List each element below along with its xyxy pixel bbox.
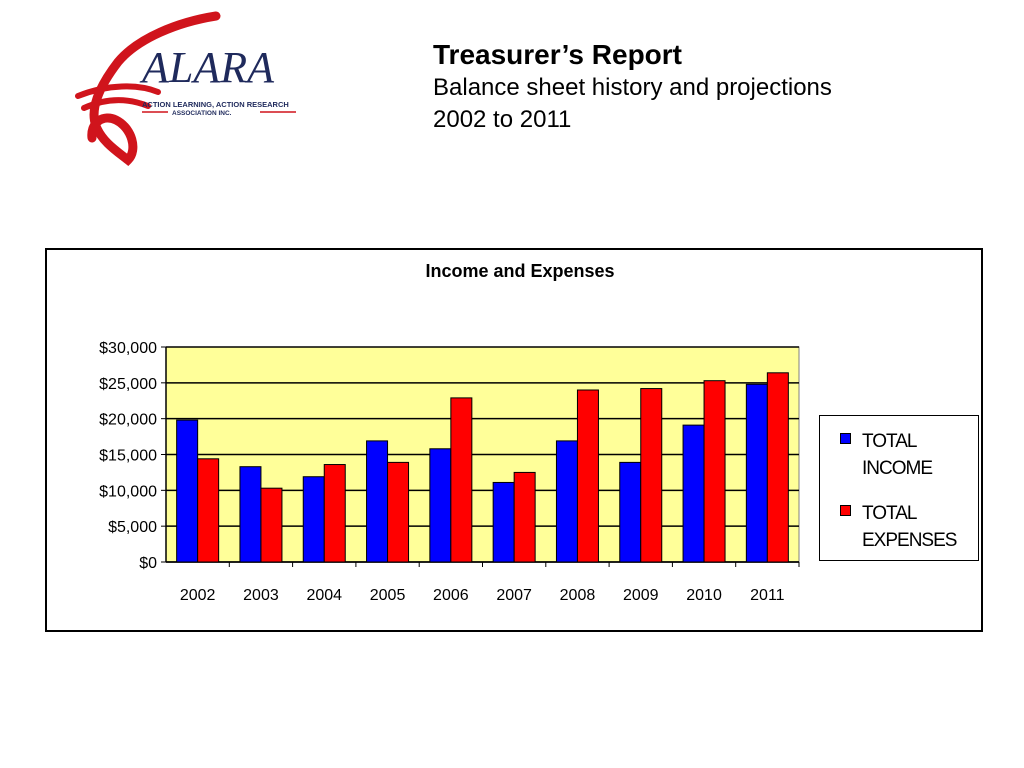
y-tick-label: $20,000 <box>99 412 157 429</box>
x-tick-label: 2006 <box>433 587 469 604</box>
bar-expenses-2011 <box>766 372 789 563</box>
bar-income-2004 <box>302 476 325 563</box>
logo-wordmark: ALARA <box>139 43 275 92</box>
legend-label-income: TOTAL INCOME <box>862 428 972 482</box>
bar-expenses-2008 <box>576 389 599 563</box>
bar-expenses-2005 <box>387 461 410 563</box>
legend-label-expenses-line1: TOTAL <box>862 503 917 524</box>
y-tick-label: $10,000 <box>99 483 157 500</box>
bar-expenses-2002 <box>197 458 220 563</box>
bar-income-2008 <box>555 440 578 563</box>
page-date-range: 2002 to 2011 <box>433 106 572 133</box>
chart-title: Income and Expenses <box>425 261 614 281</box>
report-header: Treasurer’s Report Balance sheet history… <box>433 38 832 136</box>
x-tick-label: 2003 <box>243 587 279 604</box>
bar-expenses-2009 <box>640 388 663 563</box>
legend-swatch-income <box>840 433 851 444</box>
bar-income-2010 <box>682 424 705 563</box>
chart-frame: Income and Expenses $0 $5,000 $10,000 $15,00… <box>45 248 983 632</box>
bar-income-2005 <box>366 440 389 563</box>
x-tick-label: 2011 <box>750 587 785 604</box>
logo-tagline-line1: ACTION LEARNING, ACTION RESEARCH <box>142 100 289 109</box>
x-tick-label: 2008 <box>560 587 596 604</box>
bar-income-2009 <box>619 461 642 563</box>
x-tick-label: 2004 <box>306 587 342 604</box>
legend-label-income-line2: INCOME <box>862 458 933 479</box>
x-tick-label: 2002 <box>180 587 216 604</box>
x-tick-label: 2010 <box>686 587 722 604</box>
bar-income-2011 <box>745 383 768 563</box>
logo-tagline-line2: ASSOCIATION INC. <box>172 110 232 117</box>
bar-expenses-2007 <box>513 471 536 563</box>
bar-income-2002 <box>176 419 199 563</box>
bar-expenses-2010 <box>703 380 726 563</box>
x-tick-label: 2007 <box>496 587 532 604</box>
legend-swatch-expenses <box>840 505 851 516</box>
y-tick-label: $5,000 <box>108 519 157 536</box>
income-expenses-chart: Income and Expenses $0 $5,000 $10,000 $15,00… <box>99 261 800 604</box>
bar-expenses-2006 <box>450 397 473 563</box>
page-subtitle: Balance sheet history and projections <box>433 74 832 101</box>
x-tick-label: 2009 <box>623 587 659 604</box>
y-tick-label: $0 <box>139 555 157 572</box>
legend-label-expenses-line2: EXPENSES <box>862 530 957 551</box>
bar-income-2006 <box>429 448 452 563</box>
bar-income-2003 <box>239 466 262 563</box>
legend-label-income-line1: TOTAL <box>862 431 917 452</box>
x-tick-label: 2005 <box>370 587 406 604</box>
alara-logo-graphic: ALARA ACTION LEARNING, ACTION RESEARCH A… <box>75 11 296 167</box>
bar-expenses-2004 <box>323 464 346 563</box>
bar-income-2007 <box>492 481 515 563</box>
alara-logo: ALARA ACTION LEARNING, ACTION RESEARCH A… <box>48 10 328 170</box>
legend-label-expenses: TOTAL EXPENSES <box>862 500 972 554</box>
y-tick-label: $25,000 <box>99 376 157 393</box>
bar-expenses-2003 <box>260 487 283 563</box>
y-tick-label: $30,000 <box>99 340 157 357</box>
page-title: Treasurer’s Report <box>433 39 682 70</box>
y-tick-label: $15,000 <box>99 448 157 465</box>
chart-legend: TOTAL INCOME TOTAL EXPENSES <box>819 415 979 561</box>
